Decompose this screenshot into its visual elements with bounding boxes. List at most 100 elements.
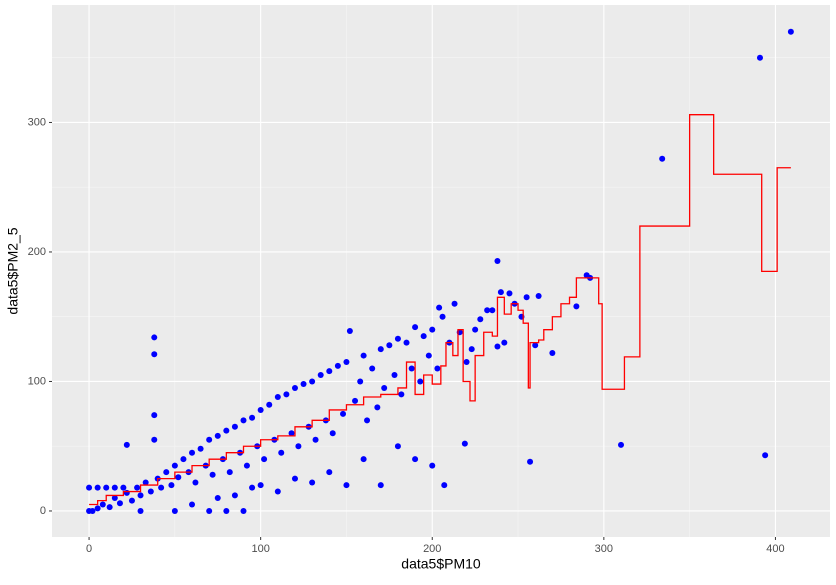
point	[94, 484, 101, 491]
point	[377, 482, 384, 489]
y-axis-label: data5$PM2_5	[5, 227, 21, 314]
point	[106, 504, 113, 511]
point	[257, 406, 264, 413]
point	[494, 343, 501, 350]
point	[618, 441, 625, 448]
point	[111, 495, 118, 502]
point	[494, 258, 501, 265]
point	[659, 155, 666, 162]
point	[477, 316, 484, 323]
point	[240, 417, 247, 424]
point	[506, 290, 513, 297]
point	[549, 349, 556, 356]
point	[309, 378, 316, 385]
point	[288, 430, 295, 437]
point	[309, 479, 316, 486]
point	[394, 335, 401, 342]
point	[412, 324, 419, 331]
point	[171, 507, 178, 514]
point	[360, 456, 367, 463]
point	[489, 307, 496, 314]
point	[381, 384, 388, 391]
point	[99, 501, 106, 508]
point	[451, 300, 458, 307]
point	[151, 436, 158, 443]
point	[364, 417, 371, 424]
point	[175, 474, 182, 481]
point	[441, 482, 448, 489]
point	[116, 500, 123, 507]
point	[243, 462, 250, 469]
point	[412, 456, 419, 463]
point	[573, 303, 580, 310]
point	[142, 479, 149, 486]
point	[326, 368, 333, 375]
point	[206, 436, 213, 443]
point	[420, 333, 427, 340]
point	[291, 384, 298, 391]
point	[240, 507, 247, 514]
point	[343, 482, 350, 489]
point	[120, 484, 127, 491]
point	[756, 54, 763, 61]
point	[461, 440, 468, 447]
point	[283, 391, 290, 398]
point	[374, 404, 381, 411]
point	[398, 391, 405, 398]
point	[231, 423, 238, 430]
point	[257, 482, 264, 489]
point	[163, 469, 170, 476]
y-tick-label: 300	[28, 116, 46, 128]
point	[94, 505, 101, 512]
point	[158, 484, 165, 491]
y-tick-label: 0	[40, 505, 46, 517]
point	[352, 397, 359, 404]
point	[472, 326, 479, 333]
point	[497, 289, 504, 296]
point	[151, 412, 158, 419]
point	[295, 443, 302, 450]
point	[103, 484, 110, 491]
point	[408, 365, 415, 372]
point	[197, 445, 204, 452]
point	[274, 488, 281, 495]
x-tick-label: 100	[251, 543, 269, 555]
point	[425, 352, 432, 359]
point	[429, 462, 436, 469]
point	[329, 430, 336, 437]
point	[326, 469, 333, 476]
y-tick-label: 100	[28, 375, 46, 387]
point	[484, 307, 491, 314]
point	[147, 488, 154, 495]
x-tick-label: 300	[595, 543, 613, 555]
point	[226, 469, 233, 476]
point	[192, 479, 199, 486]
point	[403, 339, 410, 346]
point	[209, 471, 216, 478]
point	[214, 495, 221, 502]
point	[266, 401, 273, 408]
point	[223, 507, 230, 514]
panel	[52, 5, 830, 537]
point	[463, 359, 470, 366]
point	[168, 482, 175, 489]
point	[189, 449, 196, 456]
point	[360, 352, 367, 359]
point	[180, 456, 187, 463]
point	[468, 346, 475, 353]
point	[278, 449, 285, 456]
point	[394, 443, 401, 450]
point	[340, 410, 347, 417]
point	[123, 441, 130, 448]
point	[86, 484, 93, 491]
point	[357, 378, 364, 385]
x-tick-label: 400	[766, 543, 784, 555]
point	[171, 462, 178, 469]
point	[417, 378, 424, 385]
point	[535, 292, 542, 299]
point	[111, 484, 118, 491]
point	[386, 342, 393, 349]
point	[434, 365, 441, 372]
point	[214, 432, 221, 439]
